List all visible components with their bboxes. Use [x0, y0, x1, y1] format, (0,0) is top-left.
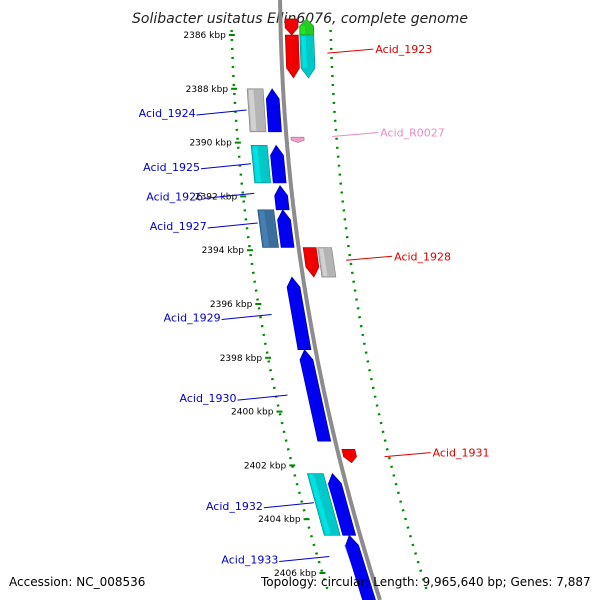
gene-arrow-red[interactable]	[284, 18, 299, 36]
gene-arrow-blue[interactable]	[270, 144, 287, 184]
gene-label-acid-r0027[interactable]: Acid_R0027	[332, 127, 445, 140]
svg-text:Acid_1933: Acid_1933	[221, 554, 278, 567]
gene-arrow-red[interactable]	[284, 34, 300, 79]
tick-label: 2406 kbp	[274, 569, 317, 579]
gene-label-acid-1923[interactable]: Acid_1923	[327, 43, 432, 56]
gene-arrow-red[interactable]	[302, 247, 320, 278]
tick-label: 2400 kbp	[231, 408, 274, 418]
gene-arrow-cyan[interactable]	[306, 473, 341, 536]
gene-label-acid-1932[interactable]: Acid_1932	[206, 500, 314, 513]
tick-label: 2404 kbp	[258, 515, 301, 525]
gene-features	[246, 18, 377, 600]
tick-label: 2394 kbp	[202, 246, 245, 256]
tick-label: 2390 kbp	[189, 139, 232, 149]
gene-arrow-blue[interactable]	[299, 349, 332, 442]
gene-arrow-blue[interactable]	[344, 534, 377, 600]
gene-arrow-pink[interactable]	[290, 136, 305, 143]
gene-arrow-green[interactable]	[299, 18, 315, 36]
svg-text:Acid_1926: Acid_1926	[146, 190, 203, 203]
svg-text:Acid_1928: Acid_1928	[394, 250, 451, 263]
map-title: Solibacter usitatus Ellin6076, complete …	[132, 11, 468, 27]
svg-text:Acid_1925: Acid_1925	[143, 161, 200, 174]
gene-label-acid-1928[interactable]: Acid_1928	[346, 250, 451, 263]
gene-label-acid-1933[interactable]: Acid_1933	[221, 554, 330, 567]
svg-text:Acid_1931: Acid_1931	[433, 447, 490, 460]
tick-label: 2396 kbp	[210, 300, 253, 310]
gene-labels: Acid_1923 Acid_1924 Acid_R0027 Acid_1925 Aci…	[139, 43, 490, 566]
gene-label-acid-1925[interactable]: Acid_1925	[143, 161, 252, 174]
svg-text:Acid_1929: Acid_1929	[164, 311, 221, 324]
gene-label-acid-1931[interactable]: Acid_1931	[384, 447, 490, 460]
tick-label: 2386 kbp	[183, 31, 226, 41]
backbone-curve	[278, 0, 382, 600]
gene-arrow-blue[interactable]	[274, 185, 290, 211]
gene-label-acid-1924[interactable]: Acid_1924	[139, 107, 247, 120]
gene-label-acid-1927[interactable]: Acid_1927	[150, 220, 258, 233]
gene-arrow-blue[interactable]	[265, 88, 282, 133]
genome-backbone	[278, 0, 382, 600]
svg-text:Acid_1930: Acid_1930	[180, 392, 237, 405]
accession-text: Accession: NC_008536	[9, 575, 145, 589]
gene-arrow-blue[interactable]	[277, 209, 295, 248]
svg-text:Acid_1927: Acid_1927	[150, 220, 207, 233]
gene-arrow-cyan[interactable]	[250, 145, 272, 184]
tick-label: 2388 kbp	[186, 85, 229, 95]
tick-label: 2402 kbp	[244, 461, 287, 471]
topology-text: Topology: circular; Length: 9,965,640 bp…	[260, 575, 591, 589]
gene-arrow-gray[interactable]	[246, 88, 267, 133]
svg-text:Acid_1923: Acid_1923	[375, 43, 432, 56]
gene-label-acid-1929[interactable]: Acid_1929	[164, 311, 272, 324]
tick-label: 2398 kbp	[220, 354, 263, 364]
svg-text:Acid_1932: Acid_1932	[206, 500, 263, 513]
gene-arrow-steel[interactable]	[257, 209, 279, 248]
gene-arrow-cyan[interactable]	[299, 34, 316, 79]
gene-label-acid-1926[interactable]: Acid_1926	[146, 190, 255, 203]
svg-text:Acid_1924: Acid_1924	[139, 107, 196, 120]
gene-arrow-gray[interactable]	[317, 247, 337, 278]
gene-arrow-red[interactable]	[341, 448, 357, 464]
svg-text:Acid_R0027: Acid_R0027	[380, 127, 445, 140]
gene-label-acid-1930[interactable]: Acid_1930	[180, 392, 288, 405]
